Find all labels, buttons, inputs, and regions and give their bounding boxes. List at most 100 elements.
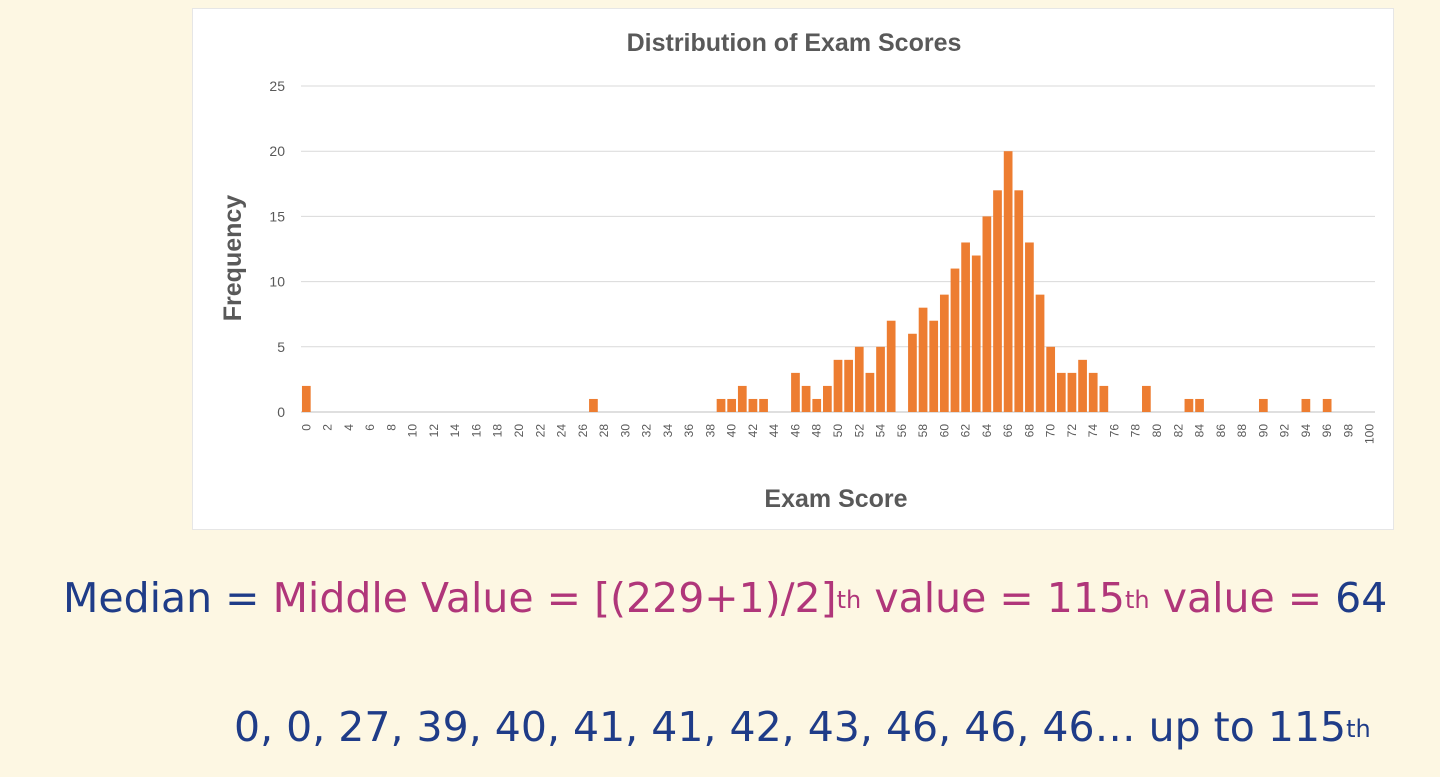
- bar: [950, 268, 960, 412]
- x-tick-label: 42: [746, 424, 760, 438]
- x-tick-label: 70: [1044, 424, 1058, 438]
- x-tick-label: 14: [448, 424, 462, 438]
- ordered-values-text: 0, 0, 27, 39, 40, 41, 41, 42, 43, 46, 46…: [234, 703, 1347, 751]
- median-label: Median =: [63, 574, 260, 622]
- bar: [961, 242, 970, 412]
- bar: [1099, 385, 1109, 412]
- x-tick-label: 66: [1001, 424, 1015, 438]
- bar: [1184, 398, 1194, 412]
- x-tick-label: 92: [1278, 424, 1292, 438]
- bar: [1258, 398, 1268, 412]
- x-tick-label: 16: [469, 424, 483, 438]
- bar: [971, 255, 981, 412]
- x-tick-labels: 0 2 4 6 8 10 12 14 16 18 20 22 24 26 28 30 32 34 36 38 40 42 4…: [299, 424, 1376, 444]
- bar: [1056, 372, 1066, 412]
- ordered-values-line: 0, 0, 27, 39, 40, 41, 41, 42, 43, 46, 46…: [234, 697, 1371, 757]
- bar: [833, 359, 843, 412]
- median-position: 115th: [1047, 574, 1150, 622]
- bar: [1142, 385, 1151, 412]
- ordered-values-superscript: th: [1346, 715, 1371, 743]
- x-tick-label: 68: [1022, 424, 1036, 438]
- bar: [1088, 372, 1098, 412]
- x-tick-label: 72: [1065, 424, 1079, 438]
- x-tick-label: 48: [810, 424, 824, 438]
- bar: [1322, 398, 1332, 412]
- bar: [1067, 372, 1077, 412]
- x-tick-label: 46: [788, 424, 802, 438]
- x-tick-label: 2: [321, 424, 335, 431]
- x-tick-label: 50: [831, 424, 845, 438]
- bar: [1025, 242, 1034, 412]
- bar: [1003, 151, 1013, 412]
- bar: [823, 385, 832, 412]
- bar: [1195, 398, 1204, 412]
- x-tick-label: 44: [767, 424, 781, 438]
- y-tick-label: 20: [269, 143, 285, 159]
- median-formula: [(229+1)/2]th: [594, 574, 861, 622]
- value-equals-label: value =: [874, 574, 1034, 622]
- bar: [854, 346, 864, 412]
- x-tick-label: 64: [980, 424, 994, 438]
- bars: [301, 151, 1332, 412]
- position-superscript: th: [1125, 586, 1150, 614]
- bar: [982, 216, 992, 412]
- median-result: 64: [1335, 574, 1388, 622]
- middle-value-label: Middle Value =: [272, 574, 582, 622]
- x-tick-label: 60: [937, 424, 951, 438]
- x-tick-label: 62: [959, 424, 973, 438]
- x-tick-label: 94: [1299, 424, 1313, 438]
- bar: [939, 294, 949, 412]
- x-tick-label: 40: [725, 424, 739, 438]
- y-axis-label: Frequency: [219, 195, 247, 322]
- y-tick-label: 15: [269, 208, 285, 224]
- x-tick-label: 90: [1256, 424, 1270, 438]
- bar: [759, 398, 768, 412]
- bar: [716, 398, 726, 412]
- bar: [993, 190, 1002, 412]
- x-tick-label: 100: [1363, 424, 1377, 444]
- x-tick-label: 84: [1193, 424, 1207, 438]
- x-tick-label: 24: [555, 424, 569, 438]
- bar: [589, 398, 598, 412]
- y-tick-label: 25: [269, 78, 285, 94]
- chart-panel: 0 5 10 15 20 25 0 2 4 6 8 10 12 14 16 18 20 22 24 26 28 30 32…: [192, 8, 1394, 530]
- bar: [737, 385, 747, 412]
- x-tick-label: 54: [874, 424, 888, 438]
- x-tick-label: 10: [406, 424, 420, 438]
- bar: [908, 333, 917, 412]
- bar: [865, 372, 875, 412]
- x-tick-label: 74: [1086, 424, 1100, 438]
- x-tick-label: 86: [1214, 424, 1228, 438]
- bar: [727, 398, 737, 412]
- bar: [1014, 190, 1024, 412]
- x-tick-label: 0: [299, 424, 313, 431]
- x-tick-label: 12: [427, 424, 441, 438]
- bar: [876, 346, 885, 412]
- formula-text: [(229+1)/2]: [594, 574, 837, 622]
- bar: [301, 385, 311, 412]
- x-tick-label: 78: [1129, 424, 1143, 438]
- x-tick-label: 36: [682, 424, 696, 438]
- x-tick-label: 6: [363, 424, 377, 431]
- x-tick-label: 38: [703, 424, 717, 438]
- bar: [886, 320, 896, 412]
- x-tick-label: 96: [1320, 424, 1334, 438]
- y-tick-label: 5: [277, 339, 285, 355]
- x-tick-label: 88: [1235, 424, 1249, 438]
- x-tick-label: 52: [852, 424, 866, 438]
- bar: [1301, 398, 1311, 412]
- x-tick-label: 80: [1150, 424, 1164, 438]
- bar: [1078, 359, 1087, 412]
- bar: [1035, 294, 1045, 412]
- x-tick-label: 98: [1341, 424, 1355, 438]
- bar: [918, 307, 928, 412]
- bar: [791, 372, 800, 412]
- x-tick-label: 34: [661, 424, 675, 438]
- position-number: 115: [1046, 574, 1126, 622]
- value-equals-label-2: value =: [1162, 574, 1323, 622]
- bar: [812, 398, 822, 412]
- median-formula-line: Median = Middle Value = [(229+1)/2]th va…: [63, 568, 1387, 628]
- chart-title: Distribution of Exam Scores: [627, 29, 962, 57]
- x-tick-label: 30: [618, 424, 632, 438]
- x-tick-label: 76: [1107, 424, 1121, 438]
